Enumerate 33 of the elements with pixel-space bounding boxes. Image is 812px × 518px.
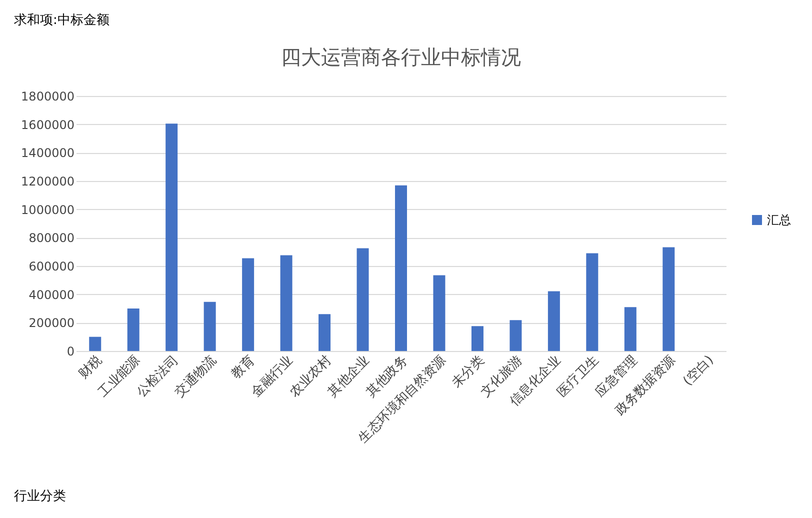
bar bbox=[242, 258, 254, 351]
bar bbox=[548, 291, 560, 351]
bar bbox=[586, 253, 598, 351]
y-tick-label: 1400000 bbox=[21, 146, 74, 160]
y-tick-label: 800000 bbox=[28, 231, 74, 246]
y-tick-label: 600000 bbox=[28, 260, 74, 274]
chart-title: 四大运营商各行业中标情况 bbox=[281, 45, 521, 69]
y-tick-label: 0 bbox=[66, 344, 74, 358]
bar bbox=[318, 314, 331, 351]
x-tick-label: 教育 bbox=[228, 352, 258, 382]
bar bbox=[624, 307, 636, 351]
bar bbox=[127, 308, 140, 351]
bar bbox=[395, 185, 407, 351]
y-tick-label: 1200000 bbox=[21, 174, 74, 188]
bar bbox=[510, 320, 522, 351]
bar bbox=[471, 326, 484, 351]
y-tick-label: 1000000 bbox=[21, 202, 74, 217]
x-tick-label: 财税 bbox=[76, 352, 106, 382]
bar bbox=[433, 275, 446, 351]
y-tick-label: 1600000 bbox=[21, 118, 74, 132]
bar bbox=[356, 248, 369, 351]
legend-label: 汇总 bbox=[767, 213, 791, 227]
bar bbox=[166, 124, 178, 351]
text: 行业分类 bbox=[14, 489, 66, 504]
y-tick-label: 1800000 bbox=[21, 90, 74, 104]
bar bbox=[89, 336, 102, 351]
text: 求和项:中标金额 bbox=[14, 13, 110, 28]
y-tick-label: 400000 bbox=[28, 288, 74, 302]
bar bbox=[662, 247, 675, 351]
y-tick-label: 200000 bbox=[28, 316, 74, 330]
x-tick-label: (空白) bbox=[680, 352, 717, 389]
bar bbox=[204, 302, 216, 351]
bar bbox=[280, 255, 292, 351]
